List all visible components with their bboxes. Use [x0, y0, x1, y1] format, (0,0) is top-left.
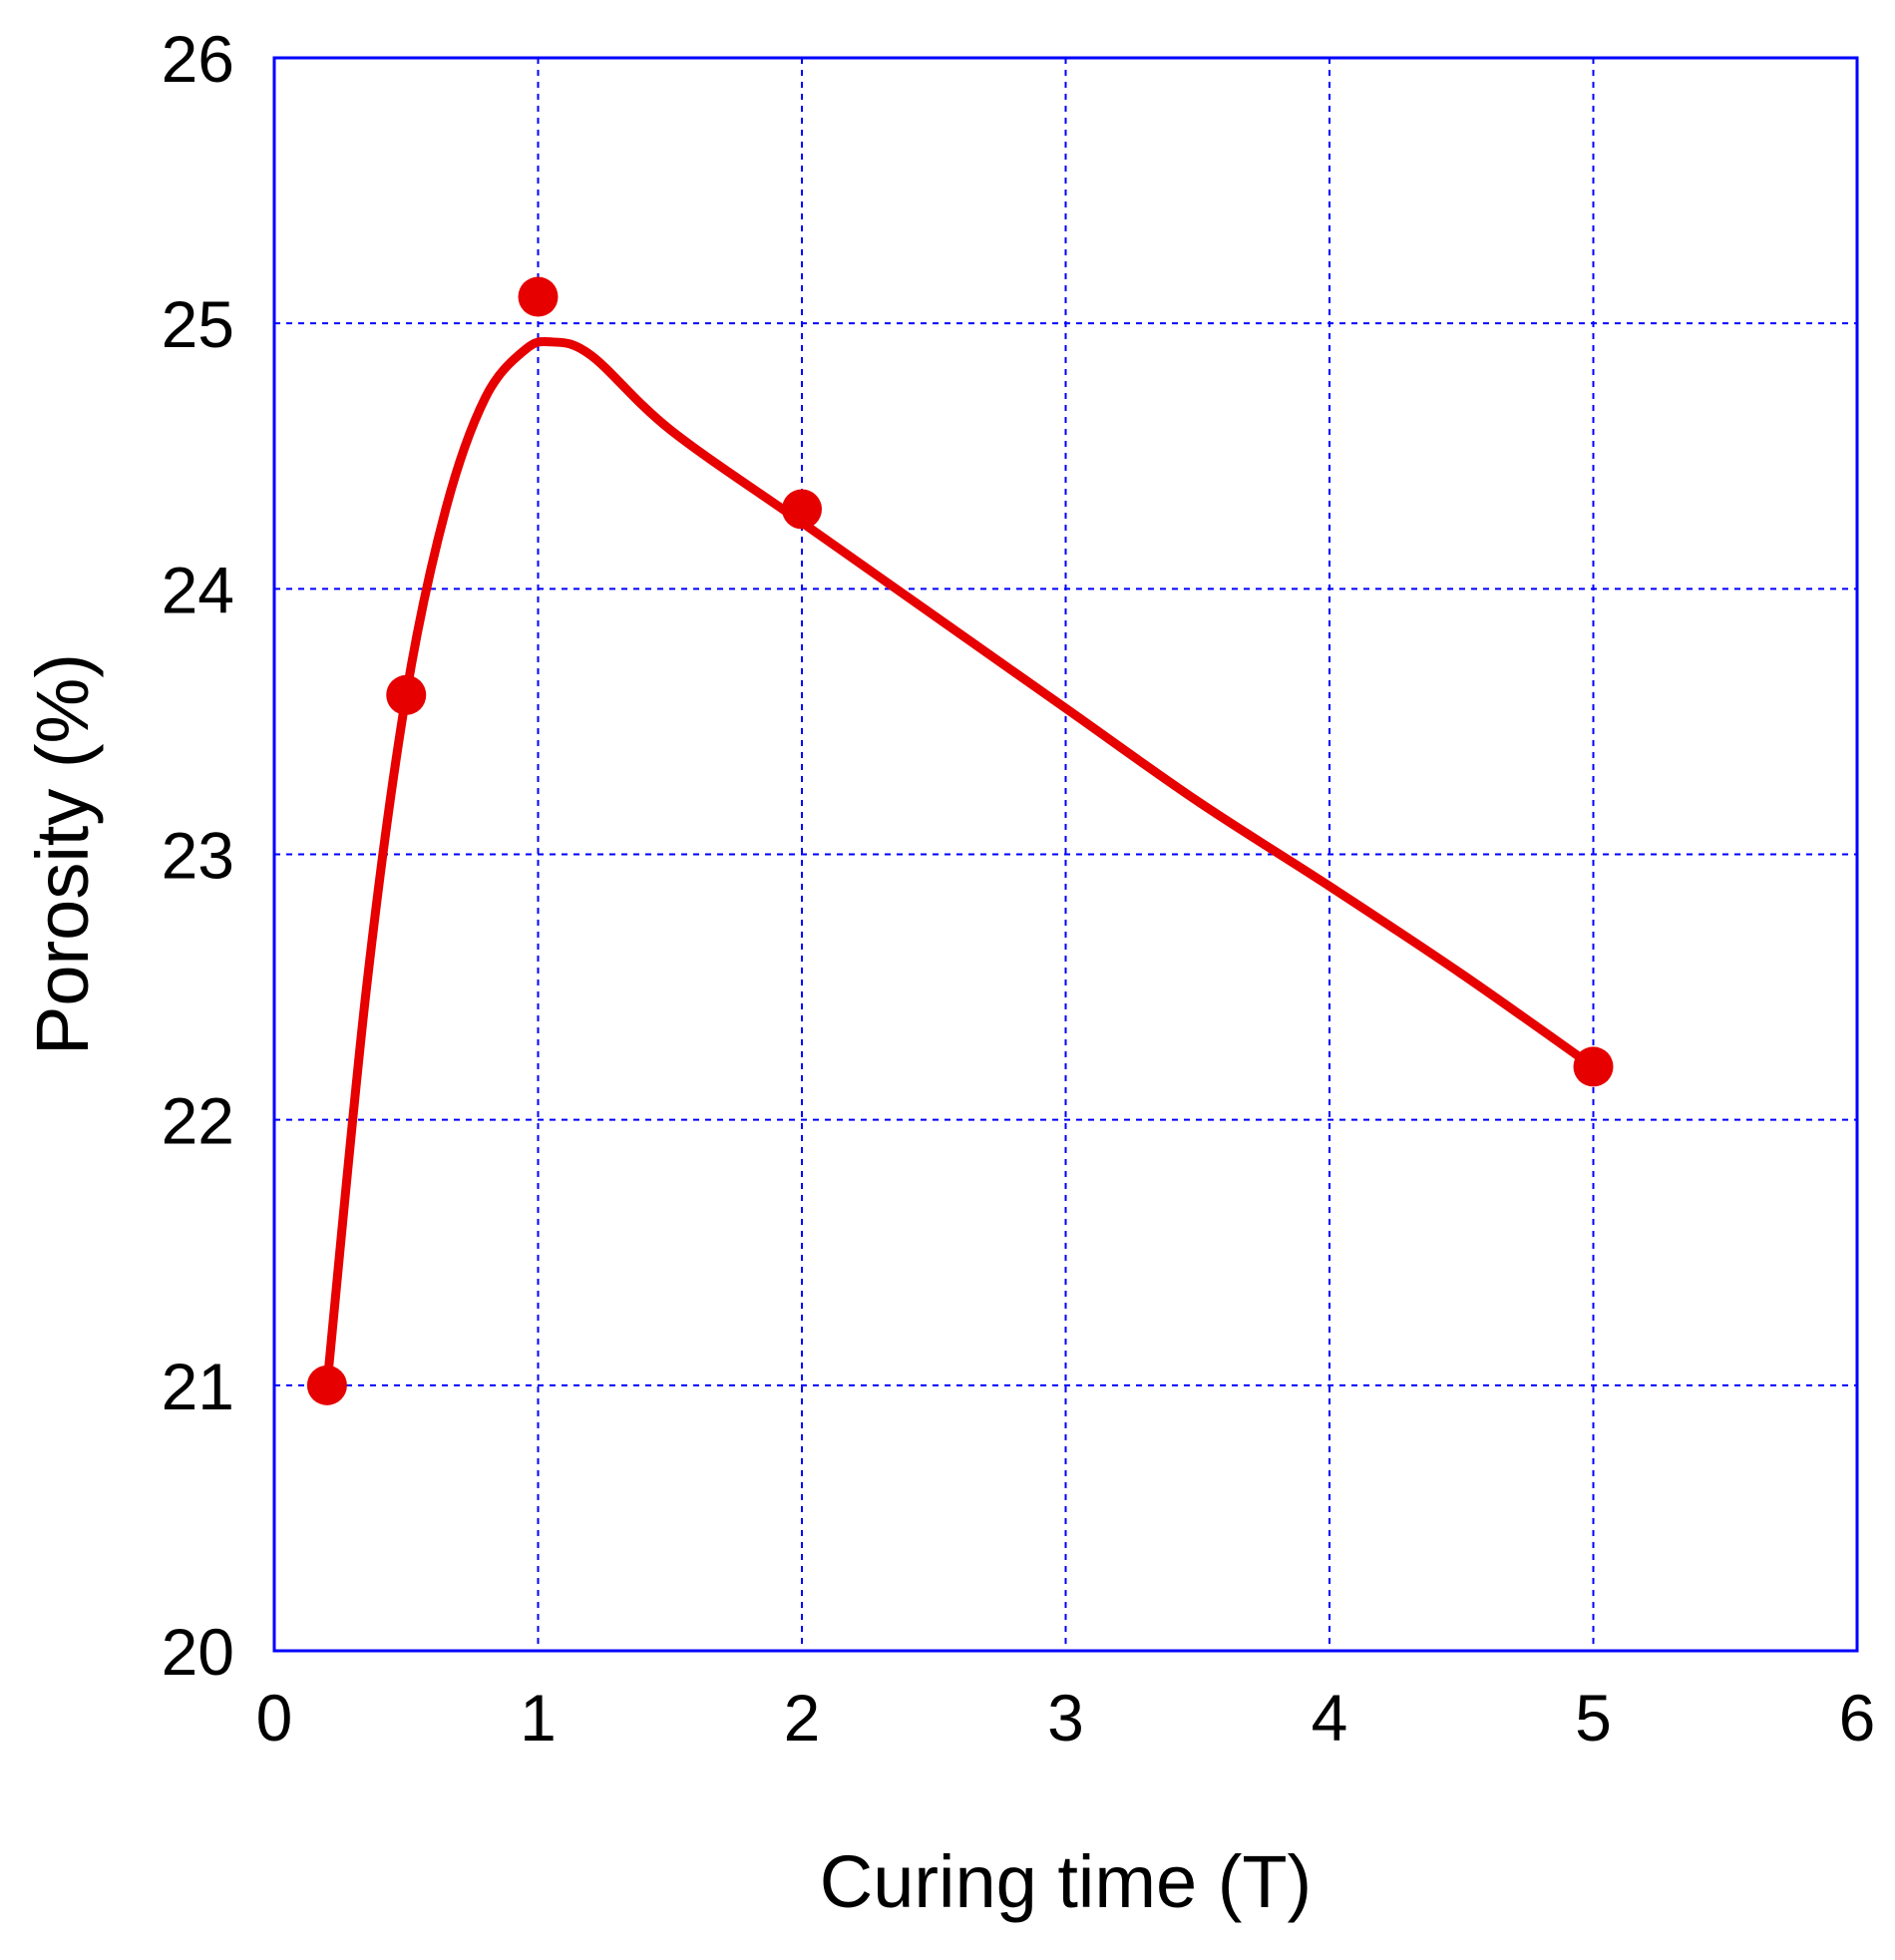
- x-tick-label: 3: [1047, 1681, 1084, 1755]
- x-tick-label: 0: [256, 1681, 293, 1755]
- fit-curve-layer: [322, 336, 1598, 1390]
- plot-frame: [272, 56, 1859, 1653]
- x-tick-label: 6: [1839, 1681, 1876, 1755]
- x-tick-label: 5: [1575, 1681, 1612, 1755]
- fit-curve: [322, 336, 1598, 1390]
- y-tick-label: 24: [162, 553, 234, 626]
- x-tick-label: 2: [784, 1681, 821, 1755]
- x-tick-label: 1: [520, 1681, 557, 1755]
- y-tick-label: 23: [162, 819, 234, 893]
- y-tick-label: 20: [162, 1615, 234, 1689]
- y-tick-label: 25: [162, 287, 234, 361]
- x-tick-label: 4: [1312, 1681, 1348, 1755]
- x-axis-ticks: 0 1 2 3 4 5 6: [256, 1681, 1876, 1755]
- data-point: [1573, 1046, 1614, 1087]
- x-axis-title: Curing time (T): [820, 1840, 1312, 1923]
- y-axis-ticks: 20 21 22 23 24 25 26: [162, 22, 234, 1689]
- data-points: [306, 276, 1614, 1405]
- y-tick-label: 26: [162, 22, 234, 96]
- data-point: [782, 489, 822, 530]
- y-tick-label: 22: [162, 1084, 234, 1158]
- grid-lines: [274, 58, 1857, 1651]
- data-point: [518, 276, 559, 317]
- data-point: [386, 674, 427, 715]
- y-axis-title: Porosity (%): [21, 653, 104, 1055]
- y-tick-label: 21: [162, 1350, 234, 1423]
- data-point: [306, 1365, 347, 1405]
